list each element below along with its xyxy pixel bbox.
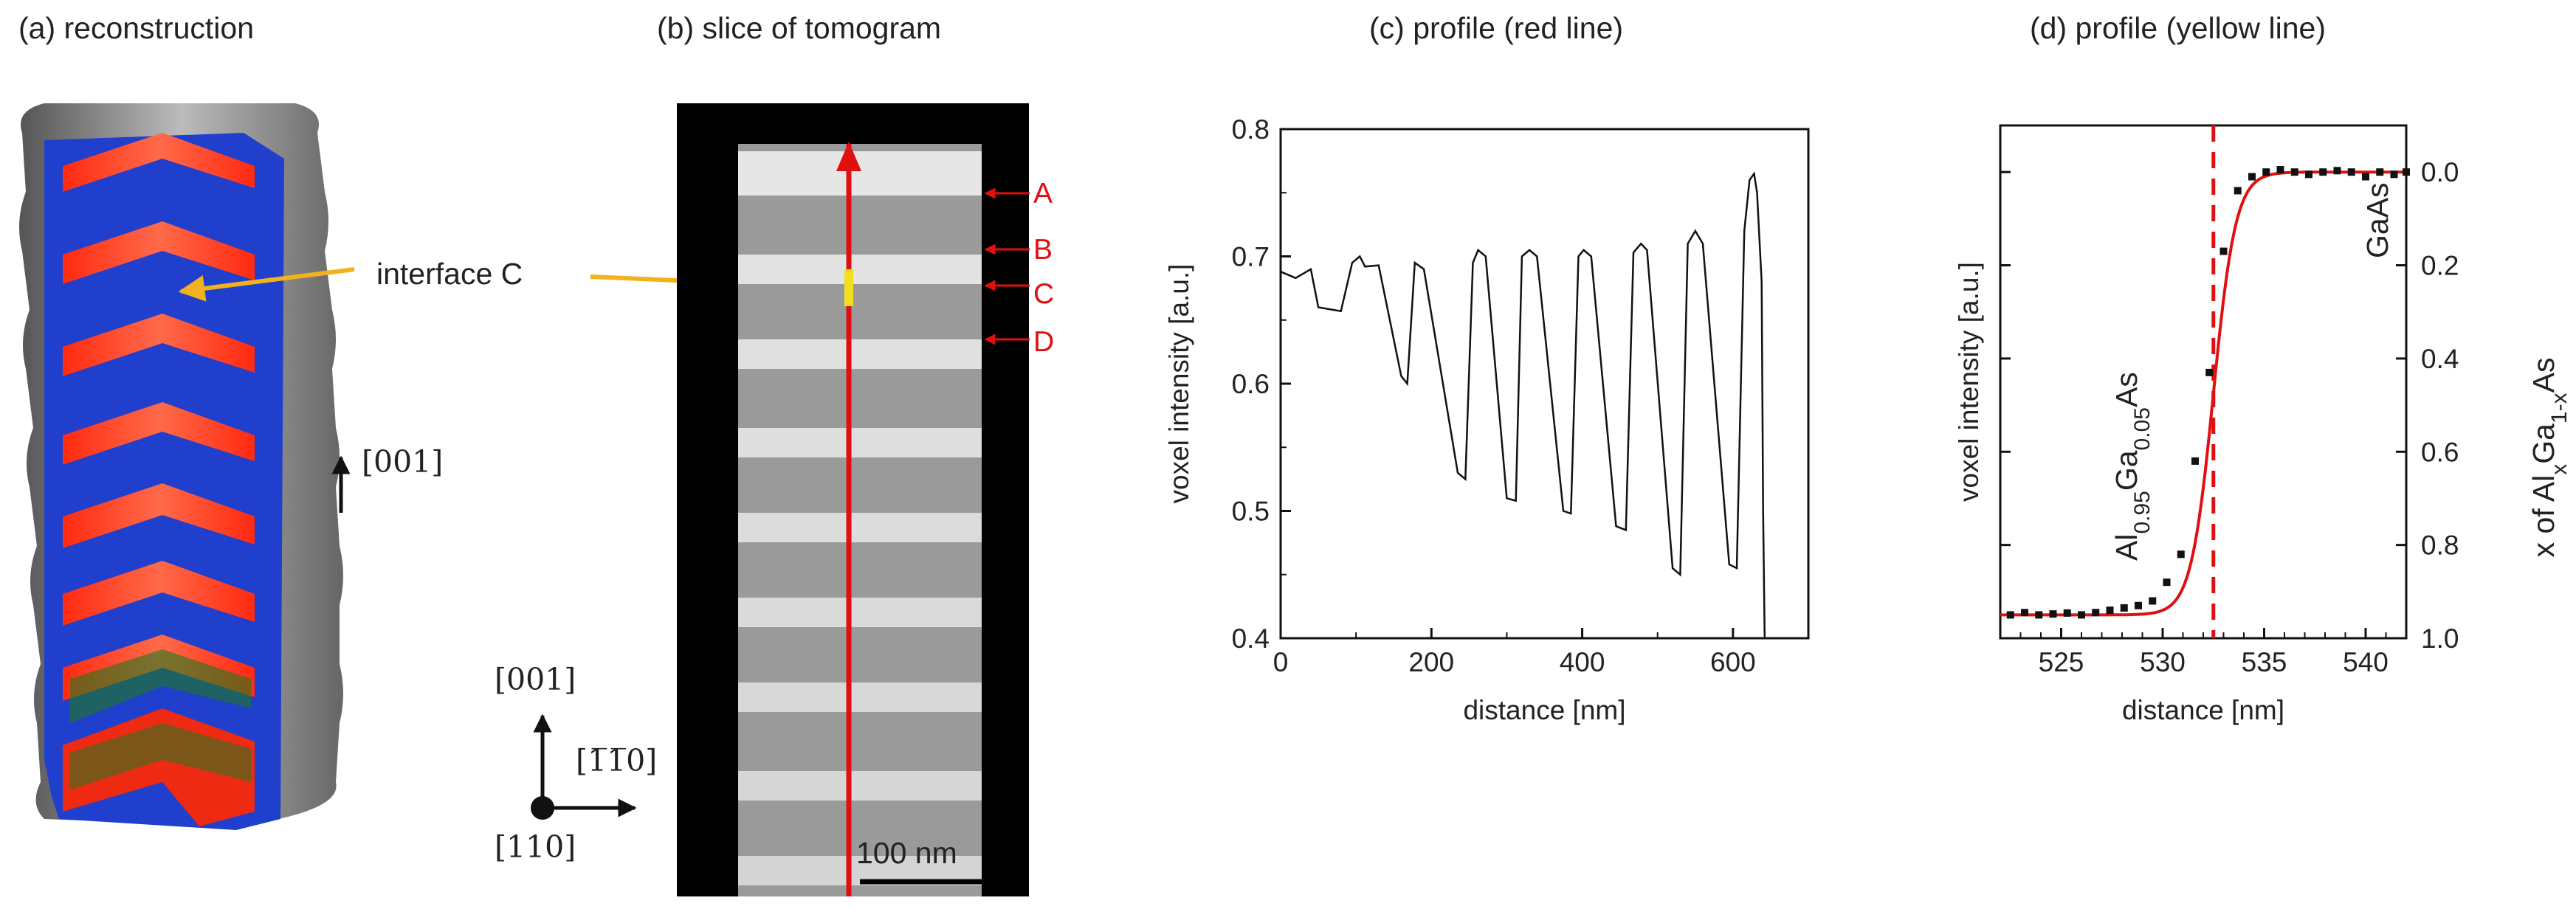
- red-layers: [63, 133, 255, 826]
- x-tick-label-d: 540: [2343, 647, 2389, 677]
- layer-markers: A B C D: [984, 178, 1054, 358]
- data-point-d: [2078, 611, 2085, 619]
- data-point-d: [2191, 457, 2199, 465]
- data-point-d: [2403, 168, 2410, 176]
- data-point-d: [2305, 170, 2312, 179]
- data-point-d: [2262, 168, 2270, 176]
- y2-axis-label: x of AlxGa1-xAs: [2527, 358, 2572, 558]
- direction-label-a: [001]: [362, 444, 443, 480]
- axis-label-110: [110]: [495, 829, 576, 865]
- y2-tick-label-d: 1.0: [2421, 623, 2459, 654]
- data-point-d: [2376, 168, 2384, 176]
- data-point-d: [2205, 368, 2214, 376]
- reconstruction-rod: [19, 103, 343, 830]
- data-point-d: [2149, 597, 2157, 605]
- x-tick-label-d: 530: [2140, 647, 2186, 677]
- data-point-d: [2063, 609, 2071, 617]
- marker-a: A: [1033, 178, 1053, 210]
- data-point-d: [2006, 611, 2014, 619]
- y-axis-label-c: voxel intensity [a.u.]: [1164, 264, 1194, 504]
- data-point-d: [2390, 170, 2398, 179]
- data-point-d: [2276, 166, 2284, 174]
- x-tick-label-c: 600: [1710, 647, 1756, 677]
- data-point-d: [2135, 601, 2142, 609]
- tomogram-slice: [677, 103, 1029, 896]
- x-tick-label-c: 400: [1560, 647, 1605, 677]
- y2-tick-label-d: 0.0: [2421, 157, 2459, 187]
- axis-label-1-10: [1̅1̅0]: [576, 743, 657, 778]
- y-tick-label-c: 0.5: [1232, 497, 1270, 527]
- data-point-d: [2362, 173, 2369, 181]
- x-tick-label-c: 200: [1408, 647, 1454, 677]
- data-point-d: [2290, 168, 2298, 176]
- panel-a-title: (a) reconstruction: [18, 11, 254, 45]
- x-tick-label-d: 525: [2039, 647, 2084, 677]
- data-point-d: [2248, 173, 2256, 181]
- panel-b-title: (b) slice of tomogram: [657, 11, 941, 45]
- marker-c: C: [1033, 278, 1054, 310]
- panel-c-title: (c) profile (red line): [1369, 11, 1623, 45]
- data-point-d: [2092, 609, 2100, 617]
- data-point-d: [2106, 606, 2114, 615]
- data-point-d: [2035, 611, 2043, 619]
- plot-frame-d: [1999, 124, 2408, 640]
- scalebar-label: 100 nm: [856, 836, 957, 870]
- y-tick-label-c: 0.8: [1232, 114, 1270, 145]
- marker-b: B: [1033, 234, 1053, 266]
- panel-d-title: (d) profile (yellow line): [2030, 11, 2326, 45]
- yellow-profile-line: [844, 269, 853, 306]
- profile-line-c: [1280, 171, 1766, 639]
- label-algaas: Al0.95Ga0.05As: [2110, 372, 2155, 561]
- y-axis-label-d: voxel intensity [a.u.]: [1954, 262, 1984, 502]
- x-tick-label-c: 0: [1273, 647, 1289, 677]
- data-point-d: [2234, 187, 2242, 195]
- interface-c-arrow-a: [178, 267, 355, 302]
- marker-d: D: [1033, 326, 1054, 358]
- label-gaas: GaAs: [2360, 182, 2394, 258]
- y-tick-label-c: 0.4: [1232, 623, 1270, 654]
- x-axis-label-d: distance [nm]: [2122, 695, 2284, 725]
- y2-tick-label-d: 0.6: [2421, 437, 2459, 467]
- data-point-d: [2347, 168, 2355, 176]
- y2-tick-label-d: 0.2: [2421, 251, 2459, 281]
- x-axis-label-c: distance [nm]: [1463, 695, 1625, 725]
- y-tick-label-c: 0.6: [1232, 369, 1270, 399]
- data-point-d: [2120, 604, 2128, 612]
- red-line-arrowhead: [836, 142, 861, 171]
- data-point-d: [2163, 578, 2171, 587]
- data-point-d: [2333, 167, 2341, 175]
- data-point-d: [2177, 550, 2185, 559]
- data-point-d: [2219, 247, 2228, 255]
- fit-curve-d: [2000, 170, 2406, 617]
- y2-tick-label-d: 0.8: [2421, 530, 2459, 561]
- data-point-d: [2049, 610, 2057, 618]
- data-point-d: [2021, 609, 2028, 617]
- x-tick-label-d: 535: [2242, 647, 2287, 677]
- axis-label-001: [001]: [495, 662, 576, 697]
- y2-tick-label-d: 0.4: [2421, 344, 2459, 374]
- interface-c-callout: interface C: [376, 257, 523, 291]
- chart-d: 525 530 535 540 0.0 0.2 0.4 0.6 0.8 1.0 distance […: [1954, 124, 2459, 725]
- chart-c: 0 200 400 600 0.4 0.5 0.6 0.7 0.8 distance [nm] vo…: [1164, 114, 1810, 725]
- orientation-axes: [001] [1̅1̅0] [110]: [495, 662, 657, 865]
- data-point-d: [2319, 168, 2327, 176]
- y-tick-label-c: 0.7: [1232, 242, 1270, 272]
